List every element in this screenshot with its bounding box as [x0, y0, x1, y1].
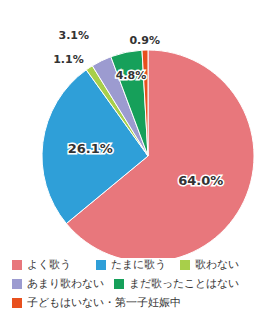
svg-text:26.1%: 26.1%: [68, 141, 113, 156]
html-text:歌わない: 歌わない: [195, 258, 239, 270]
svg-text:0.9%: 0.9%: [129, 34, 160, 47]
svg-text:1.1%: 1.1%: [53, 53, 84, 66]
html-text:まだ歌ったことはない: まだ歌ったことはない: [129, 277, 239, 289]
html-text:よく歌う: よく歌う: [27, 258, 71, 270]
html-text:あまり歌わない: あまり歌わない: [27, 277, 104, 289]
svg-text:4.8%: 4.8%: [116, 69, 147, 82]
html-text:たまに歌う: たまに歌う: [111, 258, 166, 270]
html-text:子どもはいない・第一子妊娠中: 子どもはいない・第一子妊娠中: [27, 296, 181, 308]
svg-text:64.0%: 64.0%: [178, 173, 223, 188]
svg-text:3.1%: 3.1%: [59, 29, 90, 42]
